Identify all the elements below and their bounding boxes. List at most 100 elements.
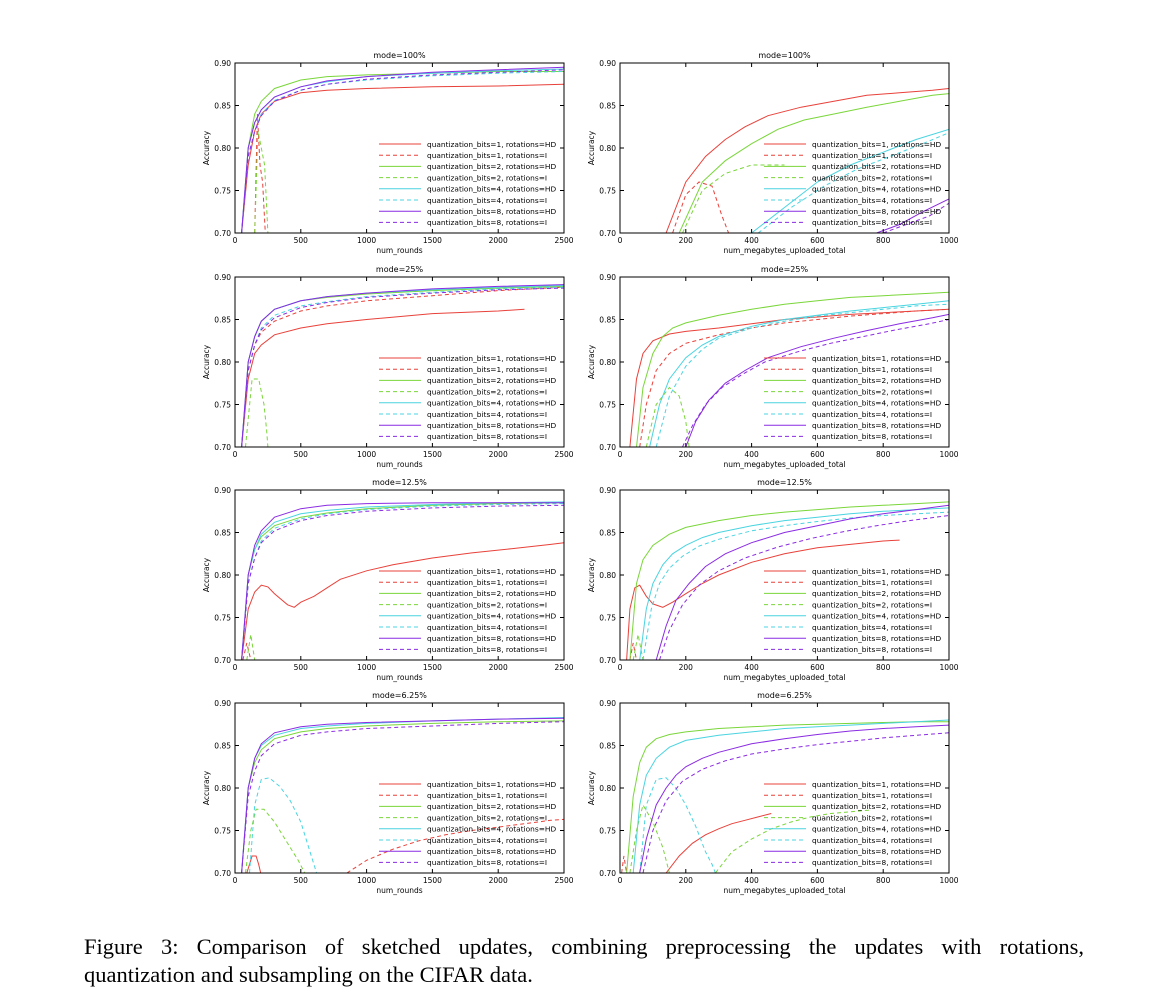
x-tick-label: 1000 xyxy=(939,236,958,245)
legend-label: quantization_bits=1, rotations=I xyxy=(427,578,547,587)
x-axis-label: num_megabytes_uploaded_total xyxy=(723,673,845,682)
series-line-3 xyxy=(241,720,564,873)
legend-label: quantization_bits=4, rotations=HD xyxy=(812,612,941,621)
legend-label: quantization_bits=2, rotations=HD xyxy=(427,162,556,171)
x-tick-label: 2500 xyxy=(554,236,573,245)
x-tick-label: 0 xyxy=(233,876,238,885)
series-line-3 xyxy=(629,501,949,660)
series-line-5 xyxy=(649,300,949,447)
series-group xyxy=(241,717,564,873)
legend-label: quantization_bits=1, rotations=HD xyxy=(427,567,556,576)
series-line-7 xyxy=(241,717,564,873)
legend-label: quantization_bits=4, rotations=HD xyxy=(427,399,556,408)
legend-label: quantization_bits=1, rotations=HD xyxy=(427,780,556,789)
series-line-3 xyxy=(636,291,949,447)
y-tick-label: 0.70 xyxy=(599,656,616,665)
legend-label: quantization_bits=4, rotations=I xyxy=(812,196,932,205)
series-line-4 xyxy=(632,634,644,660)
y-tick-label: 0.70 xyxy=(214,443,231,452)
series-line-5 xyxy=(241,501,564,660)
legend-label: quantization_bits=2, rotations=I xyxy=(427,813,547,822)
y-tick-label: 0.85 xyxy=(599,316,616,325)
y-tick-label: 0.85 xyxy=(214,102,231,111)
legend: quantization_bits=1, rotations=HD quantiz… xyxy=(764,567,941,654)
x-tick-label: 400 xyxy=(744,450,759,459)
legend-label: quantization_bits=4, rotations=I xyxy=(427,196,547,205)
series-line-7 xyxy=(639,724,949,873)
legend-label: quantization_bits=4, rotations=HD xyxy=(427,185,556,194)
caption-line-2: quantization and subsampling on the CIFA… xyxy=(84,962,533,987)
y-tick-label: 0.90 xyxy=(599,699,616,708)
legend-label: quantization_bits=1, rotations=I xyxy=(427,791,547,800)
legend-label: quantization_bits=8, rotations=I xyxy=(427,432,547,441)
x-tick-label: 2000 xyxy=(489,450,508,459)
legend-label: quantization_bits=8, rotations=HD xyxy=(427,421,556,430)
legend-label: quantization_bits=4, rotations=HD xyxy=(812,185,941,194)
x-axis-label: num_rounds xyxy=(376,673,422,682)
legend-label: quantization_bits=8, rotations=HD xyxy=(812,421,941,430)
x-tick-label: 1000 xyxy=(939,876,958,885)
y-tick-label: 0.90 xyxy=(214,273,231,282)
y-axis-label: Accuracy xyxy=(202,770,211,805)
y-axis-label: Accuracy xyxy=(202,557,211,592)
legend-label: quantization_bits=2, rotations=I xyxy=(427,173,547,182)
series-line-7 xyxy=(241,66,564,233)
legend-label: quantization_bits=8, rotations=HD xyxy=(812,207,941,216)
series-line-8 xyxy=(642,732,949,873)
x-axis-label: num_rounds xyxy=(376,886,422,895)
series-line-5 xyxy=(751,128,949,233)
legend: quantization_bits=1, rotations=HD quantiz… xyxy=(379,567,556,654)
chart-panel-3: mode=25% 0 500 1000 1500 2000 2500 0.70 0.75 0.80… xyxy=(202,265,574,469)
legend-label: quantization_bits=4, rotations=I xyxy=(427,623,547,632)
series-line-4 xyxy=(682,164,785,233)
chart-title: mode=25% xyxy=(376,265,424,274)
y-tick-label: 0.70 xyxy=(599,443,616,452)
x-tick-label: 800 xyxy=(876,236,891,245)
legend-label: quantization_bits=2, rotations=I xyxy=(427,600,547,609)
legend-label: quantization_bits=2, rotations=HD xyxy=(427,589,556,598)
series-group xyxy=(241,66,564,233)
x-tick-label: 0 xyxy=(233,663,238,672)
legend-label: quantization_bits=8, rotations=I xyxy=(812,645,932,654)
series-group xyxy=(241,501,564,660)
x-tick-label: 1000 xyxy=(939,450,958,459)
x-tick-label: 1000 xyxy=(357,236,376,245)
y-tick-label: 0.85 xyxy=(214,316,231,325)
y-tick-label: 0.75 xyxy=(599,187,616,196)
legend: quantization_bits=1, rotations=HD quantiz… xyxy=(379,354,556,441)
y-tick-label: 0.75 xyxy=(599,614,616,623)
x-tick-label: 0 xyxy=(233,236,238,245)
legend-label: quantization_bits=4, rotations=I xyxy=(812,410,932,419)
legend: quantization_bits=1, rotations=HD quantiz… xyxy=(379,140,556,227)
legend-label: quantization_bits=2, rotations=I xyxy=(812,387,932,396)
legend: quantization_bits=1, rotations=HD quantiz… xyxy=(764,140,941,227)
y-tick-label: 0.85 xyxy=(599,102,616,111)
legend-label: quantization_bits=1, rotations=I xyxy=(812,578,932,587)
x-tick-label: 800 xyxy=(876,876,891,885)
series-line-4 xyxy=(245,808,306,873)
y-tick-label: 0.85 xyxy=(214,742,231,751)
y-tick-label: 0.70 xyxy=(214,869,231,878)
x-tick-label: 600 xyxy=(810,876,825,885)
y-tick-label: 0.80 xyxy=(214,571,231,580)
series-line-8 xyxy=(241,721,564,873)
legend-label: quantization_bits=8, rotations=I xyxy=(812,858,932,867)
x-tick-label: 400 xyxy=(744,236,759,245)
x-tick-label: 200 xyxy=(679,450,694,459)
y-tick-label: 0.90 xyxy=(214,486,231,495)
y-tick-label: 0.90 xyxy=(599,59,616,68)
chart-panel-2: mode=100% 0 200 400 600 800 1000 0.70 0.75 0.80 0.… xyxy=(587,51,959,255)
y-tick-label: 0.75 xyxy=(599,827,616,836)
series-group xyxy=(241,284,564,447)
y-axis-label: Accuracy xyxy=(587,770,596,805)
y-axis-label: Accuracy xyxy=(587,344,596,379)
legend-label: quantization_bits=8, rotations=I xyxy=(427,218,547,227)
series-line-1 xyxy=(626,539,900,660)
legend-label: quantization_bits=2, rotations=I xyxy=(812,600,932,609)
x-tick-label: 1000 xyxy=(357,876,376,885)
y-tick-label: 0.75 xyxy=(214,401,231,410)
series-line-4 xyxy=(245,378,269,447)
x-tick-label: 2000 xyxy=(489,236,508,245)
legend-label: quantization_bits=4, rotations=HD xyxy=(812,399,941,408)
legend: quantization_bits=1, rotations=HD quantiz… xyxy=(379,780,556,867)
